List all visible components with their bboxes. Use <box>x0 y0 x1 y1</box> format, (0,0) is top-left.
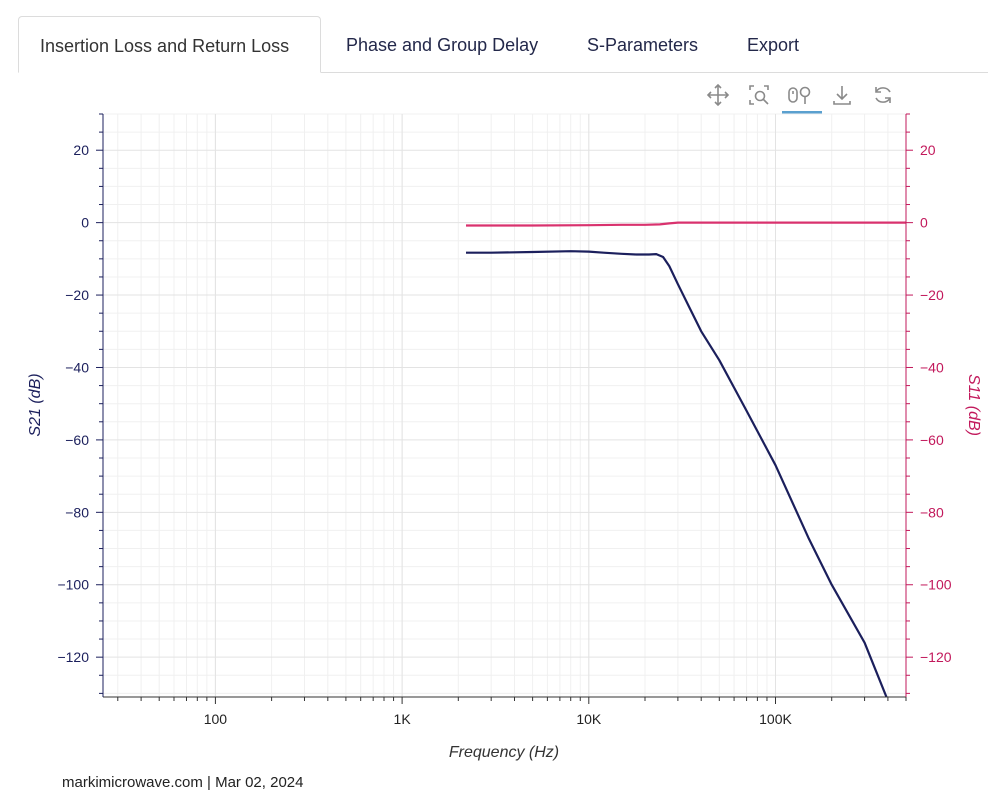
wheel-zoom-icon[interactable] <box>784 80 814 110</box>
x-tick-label: 100K <box>759 711 792 727</box>
y-tick-label-right: −120 <box>920 649 952 665</box>
reset-icon[interactable] <box>868 80 898 110</box>
grid-minor <box>103 113 907 697</box>
tab-export[interactable]: Export <box>747 35 800 55</box>
y-tick-label-left: 0 <box>81 215 89 231</box>
grid-major <box>103 114 906 697</box>
tab-s-parameters[interactable]: S-Parameters <box>587 35 699 55</box>
tab-insertion-loss[interactable]: Insertion Loss and Return Loss <box>18 16 321 73</box>
y-tick-label-right: −20 <box>920 287 944 303</box>
x-axis-label: Frequency (Hz) <box>449 744 559 761</box>
x-tick-label: 100 <box>204 711 228 727</box>
box-zoom-icon[interactable] <box>744 80 774 110</box>
y-tick-label-right: −40 <box>920 359 944 375</box>
series-layer <box>466 221 906 697</box>
y-tick-label-left: −40 <box>65 359 89 375</box>
axes-layer: 100 1K 10K 100K 20 20 0 0 −20 −20 −40 −40 −60 −60 −80 −… <box>57 113 952 727</box>
save-icon[interactable] <box>827 80 857 110</box>
y-tick-label-left: −80 <box>65 504 89 520</box>
active-tool-indicator <box>782 111 822 114</box>
pan-icon[interactable] <box>703 80 733 110</box>
y-tick-label-left: −60 <box>65 432 89 448</box>
plot-toolbar <box>700 80 910 114</box>
y-axis-label-left: S21 (dB) <box>27 373 44 436</box>
y-tick-label-left: −100 <box>57 577 89 593</box>
footer-credit: markimicrowave.com | Mar 02, 2024 <box>62 774 304 791</box>
y-tick-label-right: −100 <box>920 577 952 593</box>
y-tick-label-right: 0 <box>920 215 928 231</box>
tab-phase-group-delay[interactable]: Phase and Group Delay <box>346 35 539 55</box>
y-axis-label-right: S11 (dB) <box>965 374 982 436</box>
series-s21-line <box>466 250 888 697</box>
y-tick-label-left: −20 <box>65 287 89 303</box>
tab-bar: Insertion Loss and Return Loss Phase and… <box>18 16 988 73</box>
y-tick-label-right: −80 <box>920 504 944 520</box>
y-tick-label-left: −120 <box>57 649 89 665</box>
y-tick-label-right: 20 <box>920 142 936 158</box>
series-s11-line <box>466 221 906 227</box>
x-tick-label: 10K <box>576 711 602 727</box>
y-tick-label-left: 20 <box>73 142 89 158</box>
y-tick-label-right: −60 <box>920 432 944 448</box>
x-tick-label: 1K <box>394 711 412 727</box>
